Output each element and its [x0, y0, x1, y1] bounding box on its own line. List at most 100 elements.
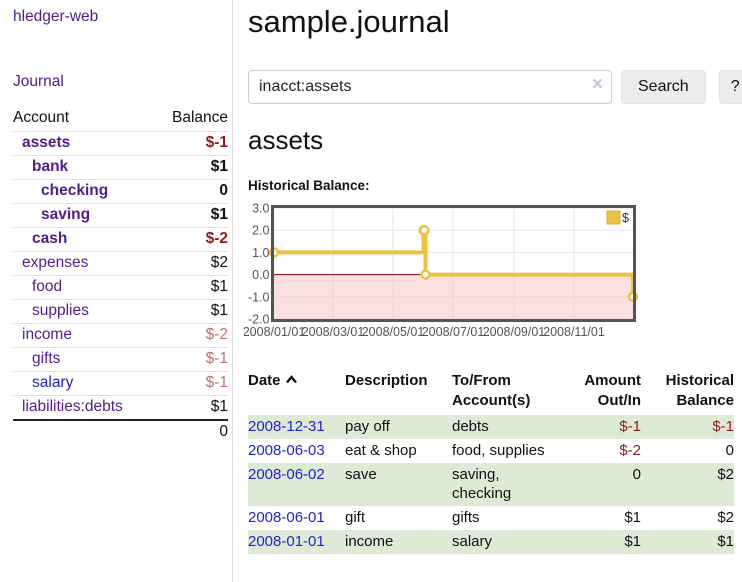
account-balance: $-2: [205, 230, 228, 247]
account-balance: $-1: [205, 134, 228, 151]
x-axis-tick-label: 2008/11/01: [543, 325, 605, 339]
sidebar-account-link-salary[interactable]: salary: [32, 374, 74, 391]
transaction-date-link[interactable]: 2008-01-01: [248, 533, 325, 550]
account-balance: $1: [210, 398, 228, 415]
register-header-amount: Amount Out/In: [584, 372, 641, 409]
accounts-header-row: Account Balance: [13, 106, 228, 132]
register-header-balance: Historical Balance: [665, 372, 734, 409]
data-point-marker[interactable]: [419, 224, 430, 236]
search-input[interactable]: [248, 70, 612, 104]
negative-region: [274, 274, 633, 319]
sidebar-item-journal[interactable]: Journal: [13, 73, 64, 90]
register-date-cell: 2008-06-01: [248, 506, 345, 530]
y-axis-tick-label: 3.0: [252, 202, 269, 216]
x-axis-tick-label: 2008/05/01: [362, 325, 425, 339]
register-amount-cell: 0: [576, 463, 641, 506]
register-date-cell: 2008-01-01: [248, 530, 345, 554]
register-accounts-cell: food, supplies: [452, 442, 545, 459]
sidebar-account-link-expenses[interactable]: expenses: [22, 254, 89, 271]
account-row: supplies $1: [13, 299, 228, 324]
register-balance-cell: $-1: [641, 415, 734, 439]
account-row: food $1: [13, 275, 228, 300]
transaction-date-link[interactable]: 2008-06-01: [248, 509, 325, 526]
historical-balance-chart: $3.0 2.0 1.0 0.0 -1.0 -2.0 2008/01/01 2008/03/0…: [243, 200, 742, 353]
data-point-marker[interactable]: [420, 269, 431, 280]
legend-swatch: [606, 210, 621, 225]
search-button[interactable]: Search: [621, 70, 706, 104]
account-balance: $2: [210, 254, 228, 271]
y-axis-tick-label: 0.0: [252, 268, 269, 282]
plot-border: [271, 205, 636, 322]
register-amount-cell: $-2: [619, 442, 641, 459]
transaction-date-link[interactable]: 2008-06-02: [248, 466, 325, 483]
account-balance: $1: [210, 302, 228, 319]
register-balance-cell: 0: [725, 442, 734, 459]
account-row: saving $1: [13, 203, 228, 228]
account-page-title: assets: [248, 125, 324, 155]
account-row: gifts $-1: [13, 347, 228, 372]
register-description-cell: income: [345, 530, 452, 554]
search-form: × Search ?: [248, 70, 742, 104]
y-axis-tick-label: -2.0: [248, 313, 270, 327]
chart-svg: $3.0 2.0 1.0 0.0 -1.0 -2.02008/01/012008/03/0…: [243, 202, 639, 339]
account-balance: $1: [210, 206, 228, 223]
sidebar-account-link-bank[interactable]: bank: [32, 158, 69, 175]
x-axis-tick-label: 2008/09/01: [483, 325, 546, 339]
sidebar-account-link-checking[interactable]: checking: [41, 182, 109, 199]
account-balance: 0: [219, 182, 228, 199]
legend-label: $: [622, 211, 629, 225]
sidebar-account-link-supplies[interactable]: supplies: [32, 302, 89, 319]
main-content: sample.journal × Search ? assets Histori…: [243, 0, 742, 554]
sidebar-account-link-income[interactable]: income: [22, 326, 72, 343]
accounts-header-account: Account: [13, 109, 70, 126]
x-axis-tick-label: 2008/01/01: [244, 325, 305, 339]
register-row: 2008-06-03 eat & shop food, supplies $-2 0: [248, 439, 734, 463]
sidebar-account-link-assets[interactable]: assets: [22, 134, 71, 151]
register-accounts-cell: salary: [452, 530, 576, 554]
register-row: 2008-06-02 save saving, checking 0 $2: [248, 463, 734, 506]
sidebar-account-link-saving[interactable]: saving: [41, 206, 91, 223]
account-row: assets $-1: [13, 131, 228, 156]
search-input-wrapper: ×: [248, 70, 612, 104]
account-balance: $-2: [205, 326, 228, 343]
y-axis-tick-label: -1.0: [248, 290, 270, 304]
register-description-cell: gift: [345, 509, 366, 526]
sidebar-account-link-cash[interactable]: cash: [32, 230, 68, 247]
transaction-date-link[interactable]: 2008-12-31: [248, 418, 325, 435]
account-balance: $1: [210, 158, 228, 175]
account-row: cash $-2: [13, 227, 228, 252]
accounts-total-spacer: [13, 420, 155, 444]
account-balance: $-1: [205, 374, 228, 391]
sidebar-account-link-food[interactable]: food: [32, 278, 63, 295]
register-amount-cell: $-1: [576, 415, 641, 439]
sidebar-account-link-liabilities-debts[interactable]: liabilities:debts: [22, 398, 123, 415]
y-axis-tick-label: 2.0: [252, 224, 269, 238]
sidebar-account-link-gifts[interactable]: gifts: [32, 350, 61, 367]
register-amount-cell: $1: [624, 509, 641, 526]
register-header-date[interactable]: Date: [248, 369, 345, 415]
register-row: 2008-12-31 pay off debts $-1 $-1: [248, 415, 734, 439]
x-axis-tick-label: 2008/07/01: [422, 325, 485, 339]
register-balance-cell: $1: [641, 530, 734, 554]
account-row: salary $-1: [13, 371, 228, 396]
x-axis-tick-label: 2008/03/01: [302, 325, 365, 339]
register-description-cell: save: [345, 463, 452, 506]
accounts-total-value: 0: [219, 423, 228, 440]
account-balance: $-1: [205, 350, 228, 367]
register-header-description: Description: [345, 372, 428, 389]
register-header-accounts: To/From Account(s): [452, 372, 531, 409]
clear-search-icon[interactable]: ×: [591, 74, 603, 95]
register-row: 2008-01-01 income salary $1 $1: [248, 530, 734, 554]
register-amount-cell: $1: [576, 530, 641, 554]
register-balance-cell: $2: [717, 509, 734, 526]
sort-ascending-icon: [285, 375, 297, 384]
account-row: expenses $2: [13, 251, 228, 276]
help-button[interactable]: ?: [718, 70, 742, 104]
transaction-date-link[interactable]: 2008-06-03: [248, 442, 325, 459]
register-description-cell: eat & shop: [345, 442, 417, 459]
register-table: Date Description To/From Account(s) Amou…: [248, 369, 734, 554]
account-row: income $-2: [13, 323, 228, 348]
register-balance-cell: $2: [641, 463, 734, 506]
app-brand-link[interactable]: hledger-web: [13, 8, 99, 25]
accounts-table: Account Balance assets $-1 bank $1 checking 0…: [13, 106, 228, 444]
